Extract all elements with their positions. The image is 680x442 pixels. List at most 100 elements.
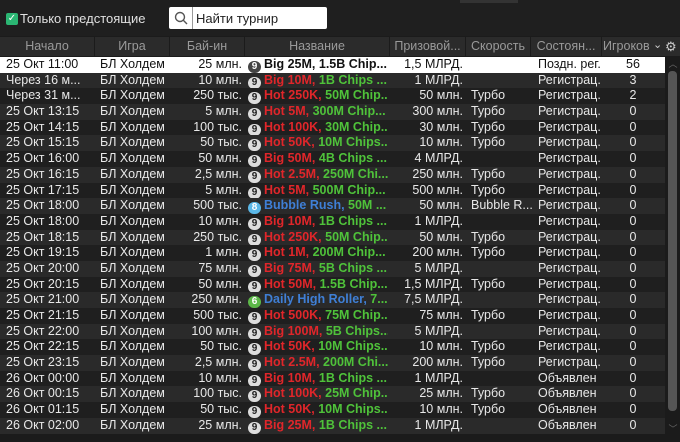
name-secondary: 10M Chips... bbox=[318, 135, 388, 150]
column-state[interactable]: Состоян... bbox=[531, 37, 602, 56]
start-cell: 25 Окт 21:00 bbox=[6, 292, 80, 307]
column-buyin[interactable]: Бай-ин bbox=[170, 37, 245, 56]
game-cell: БЛ Холдем bbox=[100, 198, 165, 213]
state-cell: Регистрац. bbox=[538, 276, 601, 291]
name-secondary: 1B Chips ... bbox=[318, 370, 387, 385]
start-cell: 25 Окт 18:15 bbox=[6, 229, 80, 244]
column-prize[interactable]: Призовой... bbox=[390, 37, 466, 56]
buyin-cell: 50 млн. bbox=[198, 276, 242, 291]
scrollbar[interactable]: ︿ ﹀ bbox=[666, 57, 680, 442]
game-cell: БЛ Холдем bbox=[100, 166, 165, 181]
table-row[interactable]: 25 Окт 15:15 БЛ Холдем 50 тыс. 9 Hot 50K, 10… bbox=[0, 135, 665, 152]
state-cell: Поздн. рег. bbox=[538, 57, 601, 71]
speed-cell: Турбо bbox=[471, 339, 506, 354]
name-primary: Hot 2.5M, bbox=[264, 355, 324, 370]
table-row[interactable]: 26 Окт 01:15 БЛ Холдем 50 тыс. 9 Hot 50K, 10… bbox=[0, 402, 665, 419]
table-row[interactable]: 25 Окт 18:00 БЛ Холдем 500 тыс. 8 Bubble Rus… bbox=[0, 198, 665, 215]
column-start[interactable]: Начало bbox=[0, 37, 95, 56]
start-cell: 25 Окт 16:15 bbox=[6, 166, 80, 181]
table-row[interactable]: 25 Окт 20:15 БЛ Холдем 50 млн. 9 Hot 50M, 1.… bbox=[0, 276, 665, 293]
players-cell: 56 bbox=[626, 57, 640, 71]
name-cell: 9 Hot 5M, 300M Chip... bbox=[248, 104, 388, 121]
name-primary: Big 50M, bbox=[264, 151, 319, 166]
table-row[interactable]: 26 Окт 02:00 БЛ Холдем 25 млн. 9 Big 25M, 1B… bbox=[0, 417, 665, 434]
column-game[interactable]: Игра bbox=[95, 37, 170, 56]
table-row[interactable]: 25 Окт 21:00 БЛ Холдем 250 млн. 6 Daily High… bbox=[0, 292, 665, 309]
buyin-cell: 5 млн. bbox=[205, 182, 242, 197]
players-cell: 0 bbox=[629, 151, 637, 166]
name-primary: Hot 500K, bbox=[264, 308, 326, 322]
name-cell: 9 Hot 50K, 10M Chips... bbox=[248, 135, 388, 152]
prize-cell: 4 МЛРД. bbox=[414, 151, 463, 166]
table-row[interactable]: 25 Окт 22:00 БЛ Холдем 100 млн. 9 Big 100M, … bbox=[0, 323, 665, 340]
state-cell: Регистрац. bbox=[538, 213, 601, 228]
table-row[interactable]: 25 Окт 19:15 БЛ Холдем 1 млн. 9 Hot 1M, 200M… bbox=[0, 245, 665, 262]
players-cell: 0 bbox=[629, 182, 637, 197]
players-cell: 0 bbox=[629, 339, 637, 354]
game-cell: БЛ Холдем bbox=[100, 104, 165, 119]
game-cell: БЛ Холдем bbox=[100, 339, 165, 354]
sort-chevron-icon[interactable]: ⌄ bbox=[653, 39, 663, 51]
game-cell: БЛ Холдем bbox=[100, 245, 165, 260]
players-cell: 0 bbox=[629, 119, 637, 134]
table-size-badge: 9 bbox=[248, 61, 261, 73]
name-secondary: 1B Chips ... bbox=[318, 417, 387, 432]
checkmark-icon[interactable]: ✓ bbox=[6, 12, 18, 25]
search-input[interactable]: Найти турнир bbox=[196, 10, 279, 26]
table-row[interactable]: 25 Окт 20:00 БЛ Холдем 75 млн. 9 Big 75M, 5B… bbox=[0, 260, 665, 277]
table-row[interactable]: 26 Окт 00:00 БЛ Холдем 10 млн. 9 Big 10M, 1B… bbox=[0, 370, 665, 387]
column-name[interactable]: Название bbox=[245, 37, 390, 56]
scrollbar-thumb[interactable] bbox=[668, 71, 677, 411]
name-cell: 9 Big 50M, 4B Chips ... bbox=[248, 151, 388, 168]
table-row[interactable]: 25 Окт 21:15 БЛ Холдем 500 тыс. 9 Hot 500K, … bbox=[0, 308, 665, 324]
name-cell: 9 Big 10M, 1B Chips ... bbox=[248, 371, 388, 387]
prize-cell: 10 млн. bbox=[419, 402, 463, 417]
table-row[interactable]: 25 Окт 18:00 БЛ Холдем 10 млн. 9 Big 10M, 1B… bbox=[0, 213, 665, 230]
table-row[interactable]: Через 31 м... БЛ Холдем 250 тыс. 9 Hot 250K,… bbox=[0, 88, 665, 105]
table-row[interactable]: 26 Окт 00:15 БЛ Холдем 100 тыс. 9 Hot 100K, … bbox=[0, 386, 665, 403]
table-size-badge: 9 bbox=[248, 123, 261, 136]
column-players[interactable]: Игроков bbox=[603, 39, 650, 53]
table-row[interactable]: 25 Окт 23:15 БЛ Холдем 2,5 млн. 9 Hot 2.5M, … bbox=[0, 355, 665, 372]
table-row[interactable]: 25 Окт 11:00 БЛ Холдем 25 млн. 9 Big 25M, 1.… bbox=[0, 57, 665, 73]
name-secondary: 200M Chip... bbox=[312, 245, 386, 260]
table-size-badge: 9 bbox=[248, 374, 261, 387]
table-row[interactable]: Через 16 м... БЛ Холдем 10 млн. 9 Big 10M, 1… bbox=[0, 72, 665, 89]
prize-cell: 1,5 МЛРД. bbox=[404, 57, 463, 71]
state-cell: Регистрац. bbox=[538, 229, 601, 244]
scroll-up-icon[interactable]: ︿ bbox=[668, 59, 678, 69]
prize-cell: 1 МЛРД. bbox=[414, 213, 463, 228]
game-cell: БЛ Холдем bbox=[100, 417, 165, 432]
state-cell: Регистрац. bbox=[538, 166, 601, 181]
name-primary: Hot 250K, bbox=[264, 88, 326, 103]
state-cell: Регистрац. bbox=[538, 182, 601, 197]
state-cell: Регистрац. bbox=[538, 88, 601, 103]
prize-cell: 50 млн. bbox=[419, 198, 463, 213]
players-cell: 0 bbox=[629, 166, 637, 181]
scroll-down-icon[interactable]: ﹀ bbox=[668, 424, 678, 434]
prize-cell: 25 млн. bbox=[419, 386, 463, 401]
column-speed[interactable]: Скорость bbox=[466, 37, 531, 56]
players-cell: 0 bbox=[629, 229, 637, 244]
table-row[interactable]: 25 Окт 16:00 БЛ Холдем 50 млн. 9 Big 50M, 4B… bbox=[0, 151, 665, 168]
table-row[interactable]: 25 Окт 17:15 БЛ Холдем 5 млн. 9 Hot 5M, 500M… bbox=[0, 182, 665, 199]
speed-cell: Турбо bbox=[471, 166, 506, 181]
buyin-cell: 100 тыс. bbox=[193, 386, 242, 401]
game-cell: БЛ Холдем bbox=[100, 229, 165, 244]
table-size-badge: 9 bbox=[248, 108, 261, 121]
table-row[interactable]: 25 Окт 22:15 БЛ Холдем 50 тыс. 9 Hot 50K, 10… bbox=[0, 339, 665, 356]
buyin-cell: 50 млн. bbox=[198, 151, 242, 166]
prize-cell: 7,5 МЛРД. bbox=[404, 292, 463, 307]
name-cell: 9 Hot 2.5M, 200M Chi... bbox=[248, 355, 388, 372]
gear-icon[interactable]: ⚙ bbox=[665, 39, 677, 54]
table-row[interactable]: 25 Окт 14:15 БЛ Холдем 100 тыс. 9 Hot 100K, … bbox=[0, 119, 665, 136]
upcoming-only-checkbox[interactable]: ✓ Только предстоящие bbox=[6, 11, 145, 26]
table-row[interactable]: 25 Окт 18:15 БЛ Холдем 250 тыс. 9 Hot 250K, … bbox=[0, 229, 665, 246]
panel-handle[interactable] bbox=[460, 0, 518, 3]
search-field[interactable]: Найти турнир bbox=[169, 7, 327, 29]
name-cell: 9 Big 100M, 5B Chips... bbox=[248, 324, 388, 340]
name-primary: Hot 50K, bbox=[264, 135, 319, 150]
table-row[interactable]: 25 Окт 13:15 БЛ Холдем 5 млн. 9 Hot 5M, 300M… bbox=[0, 104, 665, 121]
table-row[interactable]: 25 Окт 16:15 БЛ Холдем 2,5 млн. 9 Hot 2.5M, … bbox=[0, 166, 665, 183]
